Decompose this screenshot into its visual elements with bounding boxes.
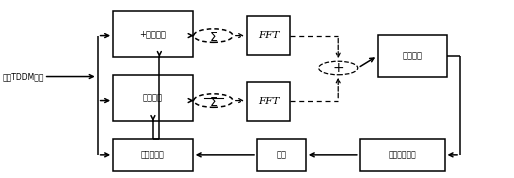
- Bar: [113, 11, 193, 57]
- Bar: [247, 82, 290, 121]
- Text: 基带TDDM信号: 基带TDDM信号: [3, 72, 44, 81]
- Bar: [257, 139, 306, 171]
- Bar: [360, 139, 445, 171]
- Text: +: +: [333, 61, 344, 75]
- Text: 数控: 数控: [277, 150, 286, 159]
- Text: Σ: Σ: [209, 31, 217, 44]
- Bar: [247, 16, 290, 55]
- Text: 码相位模块: 码相位模块: [141, 150, 165, 159]
- Text: FFT: FFT: [258, 97, 279, 106]
- Bar: [113, 139, 193, 171]
- Text: 门限判决: 门限判决: [402, 51, 423, 60]
- Text: 码相位控制器: 码相位控制器: [389, 150, 416, 159]
- Text: +扩频混叠: +扩频混叠: [139, 29, 167, 38]
- Text: Σ: Σ: [209, 96, 217, 109]
- Bar: [113, 75, 193, 121]
- Bar: [378, 35, 447, 77]
- Text: FFT: FFT: [258, 31, 279, 40]
- Text: 扩频混叠: 扩频混叠: [143, 93, 163, 102]
